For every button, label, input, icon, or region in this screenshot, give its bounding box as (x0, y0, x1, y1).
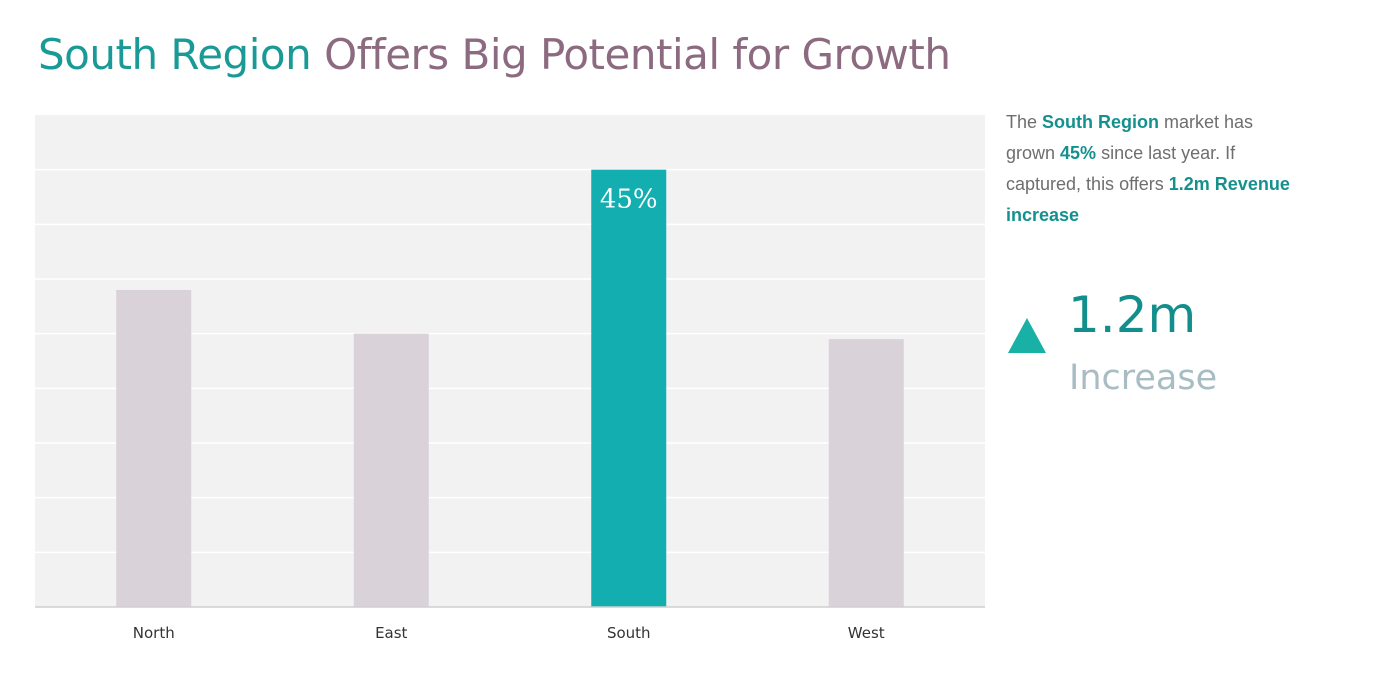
summary-region: South Region (1042, 112, 1160, 132)
summary-text-2: market has grown (1006, 112, 1254, 163)
summary-text-1: The (1006, 112, 1043, 132)
summary-text: The South Region market has grown 45% si… (1006, 107, 1306, 231)
bar-chart: North East 45% South West (35, 115, 985, 642)
title-highlight: South Region (38, 30, 312, 79)
up-triangle-icon (1008, 318, 1046, 353)
bar-chart-svg: North East 45% South West (35, 115, 985, 642)
x-tick-label: South (607, 624, 651, 642)
x-tick-label: North (133, 624, 175, 642)
bar-west (828, 339, 904, 607)
bar-east (353, 333, 429, 607)
kpi-caption: Increase (1069, 358, 1218, 398)
title-rest: Offers Big Potential for Growth (324, 30, 951, 79)
summary-growth: 45% (1060, 143, 1097, 163)
data-label: 45% (600, 185, 658, 215)
bar-south (591, 169, 667, 607)
summary-revenue: 1.2m Revenue increase (1006, 174, 1290, 225)
bar-north (116, 289, 192, 607)
x-tick-label: West (848, 624, 885, 642)
plot-background (35, 115, 985, 607)
kpi-value: 1.2m (1068, 286, 1197, 344)
page-title: South Region Offers Big Potential for Gr… (38, 26, 951, 84)
summary-text-3: since last year. If captured, this offer… (1006, 143, 1236, 194)
x-tick-label: East (375, 624, 407, 642)
